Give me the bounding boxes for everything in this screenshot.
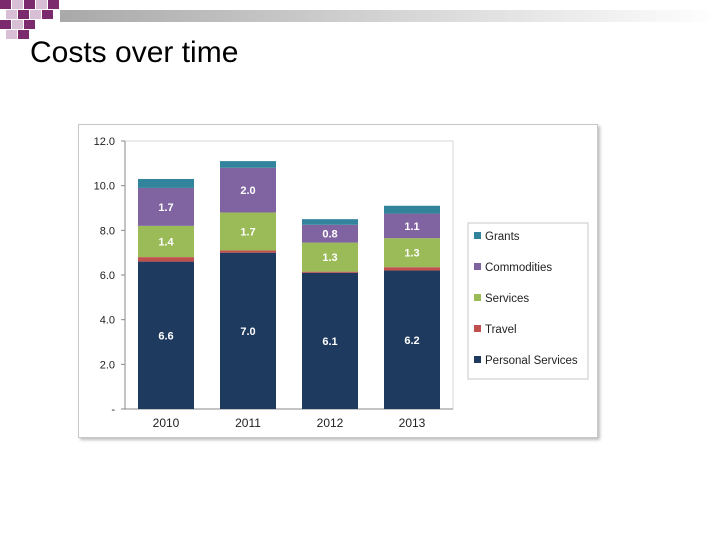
data-label-commodities: 2.0 — [240, 185, 255, 197]
deco-square — [12, 0, 23, 9]
bar-segment-services — [302, 242, 358, 272]
bar-segment-grants — [384, 205, 440, 214]
legend-swatch-services — [474, 294, 481, 301]
deco-square — [18, 10, 29, 19]
data-label-personal_services: 6.6 — [158, 330, 173, 342]
bar-segment-travel — [384, 267, 440, 271]
legend-label-personal_services: Personal Services — [485, 355, 578, 367]
legend-swatch-commodities — [474, 263, 481, 270]
bar-segment-travel — [138, 257, 194, 262]
deco-square — [18, 30, 29, 39]
legend-swatch-travel — [474, 325, 481, 332]
y-tick-label: 4.0 — [100, 315, 115, 327]
legend-label-grants: Grants — [485, 231, 520, 243]
legend-swatch-grants — [474, 232, 481, 239]
deco-square — [6, 10, 17, 19]
deco-square — [0, 0, 11, 9]
deco-square — [12, 20, 23, 29]
data-label-personal_services: 7.0 — [240, 326, 255, 338]
legend-box — [467, 222, 589, 380]
data-label-commodities: 0.8 — [322, 229, 337, 241]
bar-segment-personal_services — [302, 272, 358, 409]
y-tick-label: 6.0 — [100, 270, 115, 282]
legend-label-services: Services — [485, 293, 529, 305]
x-tick-label: 2013 — [399, 416, 426, 430]
deco-square — [48, 0, 59, 9]
deco-square — [24, 20, 35, 29]
data-label-personal_services: 6.1 — [322, 336, 337, 348]
data-label-personal_services: 6.2 — [404, 335, 419, 347]
deco-square — [6, 30, 17, 39]
x-tick-label: 2011 — [235, 416, 261, 430]
deco-square — [0, 20, 11, 29]
y-tick-label: - — [111, 404, 115, 416]
data-label-commodities: 1.1 — [404, 221, 419, 233]
bar-segment-commodities — [384, 213, 440, 239]
x-tick-label: 2010 — [153, 416, 180, 430]
y-tick-label: 8.0 — [100, 225, 115, 237]
title-band — [60, 10, 720, 22]
bar-segment-personal_services — [384, 270, 440, 409]
bar-segment-services — [384, 238, 440, 268]
bar-segment-services — [220, 212, 276, 251]
stacked-bar-chart: - 2.0 4.0 6.0 8.0 10.0 12.0 2010 2011 2012 2013 6.… — [94, 136, 589, 430]
axes: - 2.0 4.0 6.0 8.0 10.0 12.0 2010 2011 2012 2013 — [94, 136, 454, 430]
bar-segment-services — [138, 225, 194, 258]
y-tick-label: 2.0 — [100, 359, 115, 371]
bar-segment-grants — [220, 161, 276, 168]
bar-segment-personal_services — [220, 252, 276, 409]
bar-segment-commodities — [220, 167, 276, 213]
data-label-services: 1.3 — [322, 252, 337, 264]
legend-label-travel: Travel — [485, 324, 517, 336]
bar-segment-grants — [138, 178, 194, 188]
title-decoration — [0, 0, 720, 39]
slide-title: Costs over time — [30, 36, 239, 69]
data-labels: 6.6 1.4 1.7 7.0 1.7 2.0 6.1 1.3 0.8 6.2 1.3 1.1 — [158, 185, 419, 348]
chart-frame: - 2.0 4.0 6.0 8.0 10.0 12.0 2010 2011 2012 2013 6.… — [78, 124, 598, 438]
deco-square — [42, 10, 53, 19]
x-tick-label: 2012 — [317, 416, 344, 430]
bar-segment-travel — [220, 250, 276, 253]
bar-segment-grants — [302, 219, 358, 225]
y-tick-label: 12.0 — [94, 136, 115, 148]
bar-segment-commodities — [302, 224, 358, 243]
legend: Grants Commodities Services Travel Personal … — [467, 222, 589, 380]
bar-segment-personal_services — [138, 261, 194, 409]
deco-square — [24, 0, 35, 9]
data-label-services: 1.4 — [158, 237, 174, 249]
data-label-services: 1.3 — [404, 248, 419, 260]
deco-square — [30, 10, 41, 19]
bars — [138, 161, 440, 409]
data-label-services: 1.7 — [240, 226, 255, 238]
data-label-commodities: 1.7 — [158, 202, 173, 214]
y-tick-label: 10.0 — [94, 181, 115, 193]
deco-square — [36, 0, 47, 9]
bar-segment-travel — [302, 271, 358, 273]
legend-label-commodities: Commodities — [485, 262, 552, 274]
legend-swatch-personal_services — [474, 356, 481, 363]
bar-segment-commodities — [138, 187, 194, 226]
